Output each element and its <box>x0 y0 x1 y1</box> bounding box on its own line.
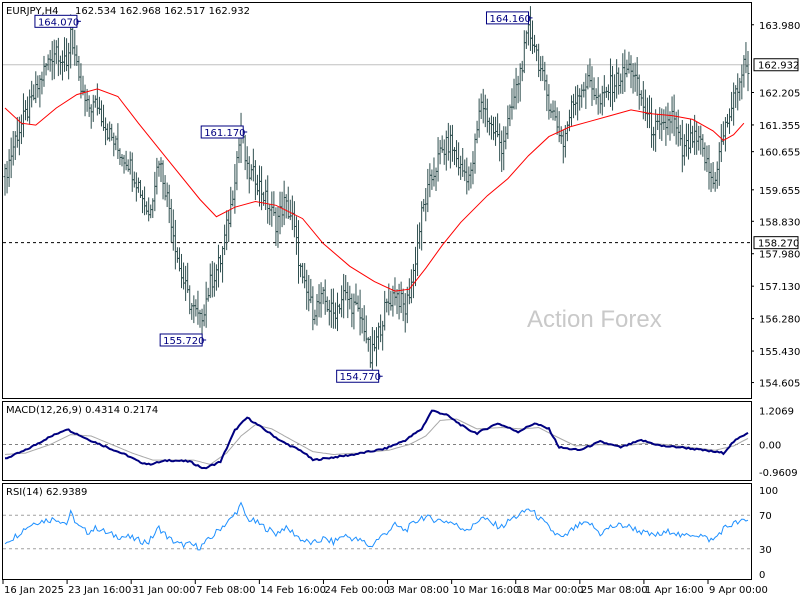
price-tick-label: 160.655 <box>759 148 800 159</box>
price-tick-label: 163.980 <box>759 21 800 32</box>
time-tick-label: 25 Mar 08:00 <box>581 585 648 596</box>
pivot-label-box <box>34 14 78 28</box>
macd-tick-label: 1.2069 <box>759 406 794 417</box>
pivot-label-text: 161.170 <box>204 128 245 139</box>
ohlc-readout: 162.534 162.968 162.517 162.932 <box>75 6 250 17</box>
pivot-label-box <box>159 333 203 347</box>
macd-tick-label: 0.00 <box>759 441 781 452</box>
time-tick-label: 10 Mar 16:00 <box>453 585 520 596</box>
price-tick-label: 158.830 <box>759 217 800 228</box>
pivot-label: 164.160 <box>485 11 533 25</box>
pivot-label-box <box>485 11 529 25</box>
time-tick-label: 3 Mar 08:00 <box>389 585 449 596</box>
rsi-tick-label: 30 <box>759 545 772 556</box>
watermark: Action Forex <box>527 306 662 333</box>
time-tick-label: 31 Jan 00:00 <box>132 585 195 596</box>
pivot-label-text: 155.720 <box>163 336 204 347</box>
price-tick-label: 155.430 <box>759 347 800 358</box>
rsi-indicator: 100 70 30 0 <box>3 486 778 581</box>
time-tick-label: 24 Feb 00:00 <box>324 585 390 596</box>
time-tick-label: 1 Apr 16:00 <box>645 585 704 596</box>
price-tick-label: 156.280 <box>759 315 800 326</box>
time-axis: 16 Jan 2025 23 Jan 16:00 31 Jan 00:00 7 Feb… <box>2 580 768 596</box>
reference-level-box <box>753 236 799 250</box>
pivot-label: 154.770 <box>336 369 383 383</box>
pivot-label-box <box>336 369 380 383</box>
reference-level-box-text: 158.270 <box>758 239 799 250</box>
symbol-label: EURJPY,H4 <box>6 6 59 17</box>
time-tick-label: 9 Apr 00:00 <box>709 585 768 596</box>
pivot-label: 161.170 <box>200 125 248 139</box>
rsi-panel-frame <box>2 483 752 580</box>
rsi-tick-label: 70 <box>759 511 772 522</box>
pivot-labels: 164.070 164.160 161.170 155.720 154.770 <box>34 11 533 383</box>
macd-tick-label: -0.9609 <box>759 468 798 479</box>
price-tick-label: 162.205 <box>759 88 800 99</box>
price-tick-label: 154.605 <box>759 379 800 390</box>
time-tick-label: 16 Jan 2025 <box>4 585 64 596</box>
macd-indicator: 1.2069 0.00 -0.9609 <box>3 406 798 479</box>
price-axis: 163.980 162.205 161.355 160.655 159.655 158.8… <box>751 21 800 390</box>
moving-average-line <box>4 88 745 292</box>
macd-label: MACD(12,26,9) 0.4314 0.2174 <box>6 405 158 416</box>
rsi-label: RSI(14) 62.9389 <box>6 487 87 498</box>
rsi-tick-label: 100 <box>759 486 778 497</box>
time-tick-label: 14 Feb 16:00 <box>260 585 326 596</box>
pivot-label: 155.720 <box>159 333 207 347</box>
current-price-box <box>753 58 799 72</box>
price-tick-label: 157.130 <box>759 282 800 293</box>
price-tick-label: 157.980 <box>759 250 800 261</box>
pivot-label-text: 164.160 <box>489 14 530 25</box>
price-bars <box>3 6 750 375</box>
time-tick-label: 18 Mar 00:00 <box>517 585 584 596</box>
ohlc-bar <box>746 51 750 92</box>
rsi-line <box>4 501 749 551</box>
macd-main-line <box>4 409 749 470</box>
pivot-label-box <box>200 125 244 139</box>
pivot-label-text: 164.070 <box>38 17 79 28</box>
pivot-label: 164.070 <box>34 14 81 28</box>
macd-panel-frame <box>2 401 752 481</box>
current-price-box-text: 162.932 <box>758 61 799 72</box>
price-grid-lines <box>3 64 750 244</box>
price-tick-label: 159.655 <box>759 186 800 197</box>
time-tick-label: 7 Feb 08:00 <box>196 585 255 596</box>
price-tick-label: 161.355 <box>759 121 800 132</box>
pivot-label-text: 154.770 <box>340 372 381 383</box>
rsi-tick-label: 0 <box>759 570 765 581</box>
time-tick-label: 23 Jan 16:00 <box>68 585 131 596</box>
